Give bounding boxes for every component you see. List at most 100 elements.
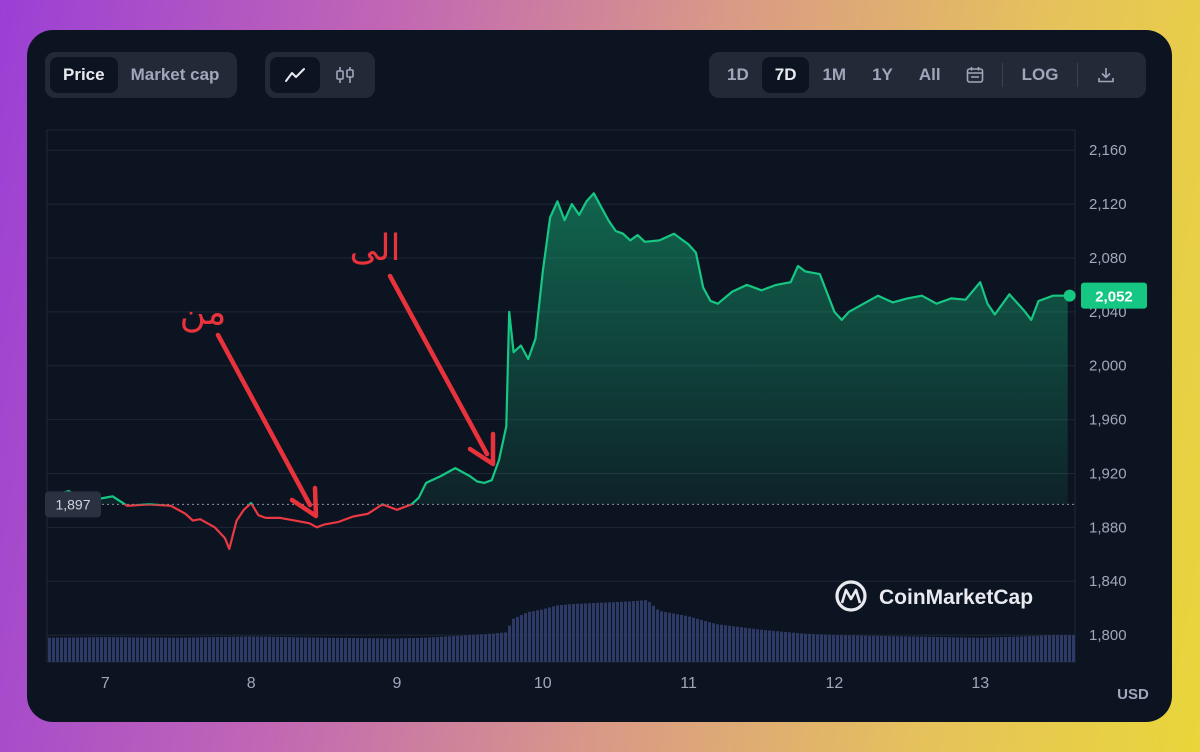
volume-bar [504, 632, 507, 662]
volume-bar [192, 637, 195, 662]
volume-bar [352, 638, 355, 662]
volume-bar [348, 637, 351, 662]
y-tick-label: 1,880 [1089, 519, 1127, 536]
volume-bar [956, 637, 959, 662]
volume-bar [128, 637, 131, 662]
volume-bar [1044, 635, 1047, 662]
volume-bar [948, 637, 951, 662]
price-line-up [46, 192, 1068, 505]
candlestick-icon[interactable] [320, 57, 370, 93]
volume-bar [640, 600, 643, 662]
volume-bar [880, 635, 883, 662]
volume-bar [224, 636, 227, 662]
x-tick-label: 7 [101, 675, 110, 692]
range-group: 1D 7D 1M 1Y All LOG [709, 52, 1146, 98]
volume-bar [184, 637, 187, 662]
volume-bar [532, 611, 535, 662]
volume-bar [552, 606, 555, 662]
volume-bar [732, 626, 735, 662]
volume-bar [612, 602, 615, 662]
range-1m[interactable]: 1M [822, 65, 847, 84]
volume-bar [968, 637, 971, 662]
volume-bar [152, 637, 155, 662]
range-1d[interactable]: 1D [727, 65, 749, 84]
range-all[interactable]: All [918, 65, 941, 84]
volume-bar [256, 636, 259, 662]
volume-bar [804, 633, 807, 662]
volume-bar [284, 637, 287, 662]
volume-bar [668, 612, 671, 662]
volume-bar [1056, 635, 1059, 662]
volume-bar [696, 618, 699, 662]
volume-bar [632, 601, 635, 662]
volume-bar [596, 602, 599, 662]
volume-bar [464, 635, 467, 662]
x-tick-label: 9 [393, 675, 402, 692]
volume-bar [264, 636, 267, 662]
volume-bar [64, 637, 67, 662]
line-chart-icon[interactable] [270, 57, 320, 93]
annotation-from-arrow [215, 332, 313, 508]
x-tick-label: 13 [971, 675, 989, 692]
volume-bar [528, 611, 531, 662]
volume-bar [692, 617, 695, 662]
volume-bar [604, 602, 607, 662]
volume-bar [524, 613, 527, 662]
volume-bar [768, 630, 771, 662]
volume-bar [460, 635, 463, 662]
volume-bar [1072, 635, 1075, 662]
range-7d[interactable]: 7D [761, 57, 810, 93]
volume-bar [76, 637, 79, 662]
volume-bar [776, 631, 779, 662]
volume-bar [844, 635, 847, 662]
volume-bar [172, 637, 175, 662]
volume-bar [660, 611, 663, 662]
volume-bar [368, 638, 371, 662]
volume-bar [72, 637, 75, 662]
coinmarketcap-logo-mark [840, 588, 862, 604]
volume-bar [288, 637, 291, 662]
volume-bar [748, 628, 751, 662]
volume-bar [896, 636, 899, 662]
volume-bar [644, 600, 647, 662]
volume-bar [408, 638, 411, 662]
volume-bar [60, 637, 63, 662]
volume-bar [756, 629, 759, 662]
volume-bar [684, 615, 687, 662]
volume-bar [564, 604, 567, 662]
log-scale-button[interactable]: LOG [1021, 65, 1059, 84]
volume-bar [456, 635, 459, 662]
volume-bar [404, 638, 407, 662]
volume-bar [916, 636, 919, 662]
volume-bar [380, 638, 383, 662]
volume-bar [912, 636, 915, 662]
volume-bar [636, 600, 639, 662]
volume-bar [480, 634, 483, 662]
current-price-badge: 2,052 [1063, 282, 1147, 309]
volume-bar [560, 605, 563, 662]
tab-price[interactable]: Price [50, 57, 118, 93]
calendar-icon[interactable] [954, 57, 996, 93]
y-tick-label: 2,000 [1089, 358, 1127, 375]
volume-bar [312, 637, 315, 662]
volume-bar [700, 619, 703, 662]
volume-bar [432, 637, 435, 662]
volume-bar [988, 637, 991, 662]
volume-bar [156, 637, 159, 662]
volume-bar [840, 635, 843, 662]
volume-bar [420, 637, 423, 662]
volume-bar [80, 637, 83, 662]
volume-bar [580, 603, 583, 662]
x-axis: 7 8 9 10 11 12 13 [101, 675, 989, 692]
download-icon[interactable] [1084, 57, 1128, 93]
volume-bar [676, 614, 679, 662]
volume-bar [1020, 636, 1023, 662]
tab-market-cap[interactable]: Market cap [130, 65, 220, 84]
y-tick-label: 2,080 [1089, 250, 1127, 267]
volume-bar [620, 601, 623, 662]
price-chart[interactable]: 2,1602,1202,0802,0402,0001,9601,9201,880… [27, 30, 1172, 722]
volume-bar [316, 637, 319, 662]
volume-bar [656, 609, 659, 662]
range-1y[interactable]: 1Y [872, 65, 893, 84]
volume-bar [392, 638, 395, 662]
